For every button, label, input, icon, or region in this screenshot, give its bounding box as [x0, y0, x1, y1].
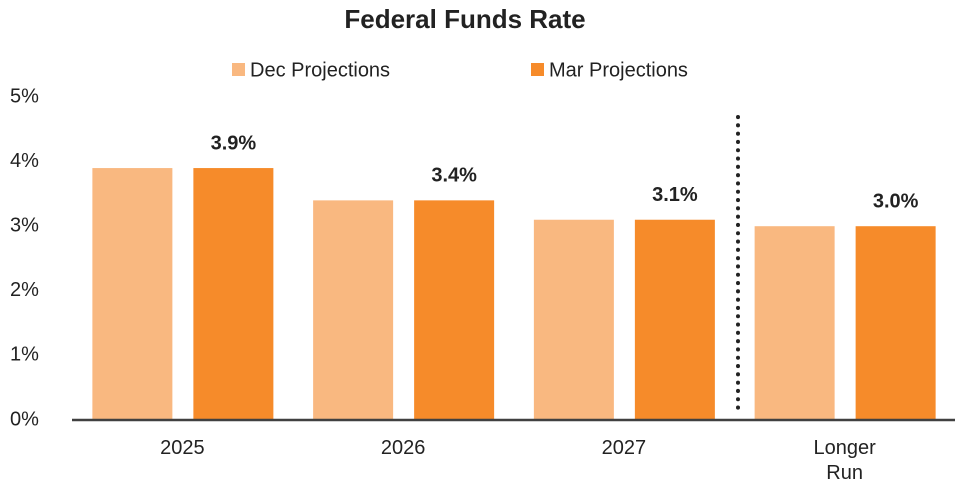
legend-label: Dec Projections — [250, 59, 390, 81]
y-tick-label: 1% — [10, 344, 39, 366]
y-tick-label: 3% — [10, 214, 39, 236]
x-tick-label: 2025 — [160, 437, 205, 459]
chart-title: Federal Funds Rate — [344, 4, 585, 34]
x-tick-label: Longer Run — [813, 437, 876, 484]
y-tick-label: 4% — [10, 150, 39, 172]
y-tick-label: 5% — [10, 85, 39, 107]
y-tick-label: 0% — [10, 408, 39, 430]
x-tick-label: 2026 — [381, 437, 426, 459]
legend-swatch — [232, 63, 245, 76]
bar — [92, 168, 173, 420]
bar — [634, 219, 715, 420]
bar — [193, 168, 274, 420]
data-label: 3.1% — [652, 184, 698, 206]
bar — [313, 200, 394, 420]
data-label: 3.9% — [211, 132, 257, 154]
bar — [414, 200, 495, 420]
legend-swatch — [531, 63, 544, 76]
data-label: 3.0% — [873, 190, 919, 212]
bar — [533, 219, 614, 420]
bar — [754, 226, 835, 420]
bar — [855, 226, 936, 420]
legend-label: Mar Projections — [549, 59, 688, 81]
y-tick-label: 2% — [10, 279, 39, 301]
x-tick-label: 2027 — [602, 437, 647, 459]
data-label: 3.4% — [431, 165, 477, 187]
